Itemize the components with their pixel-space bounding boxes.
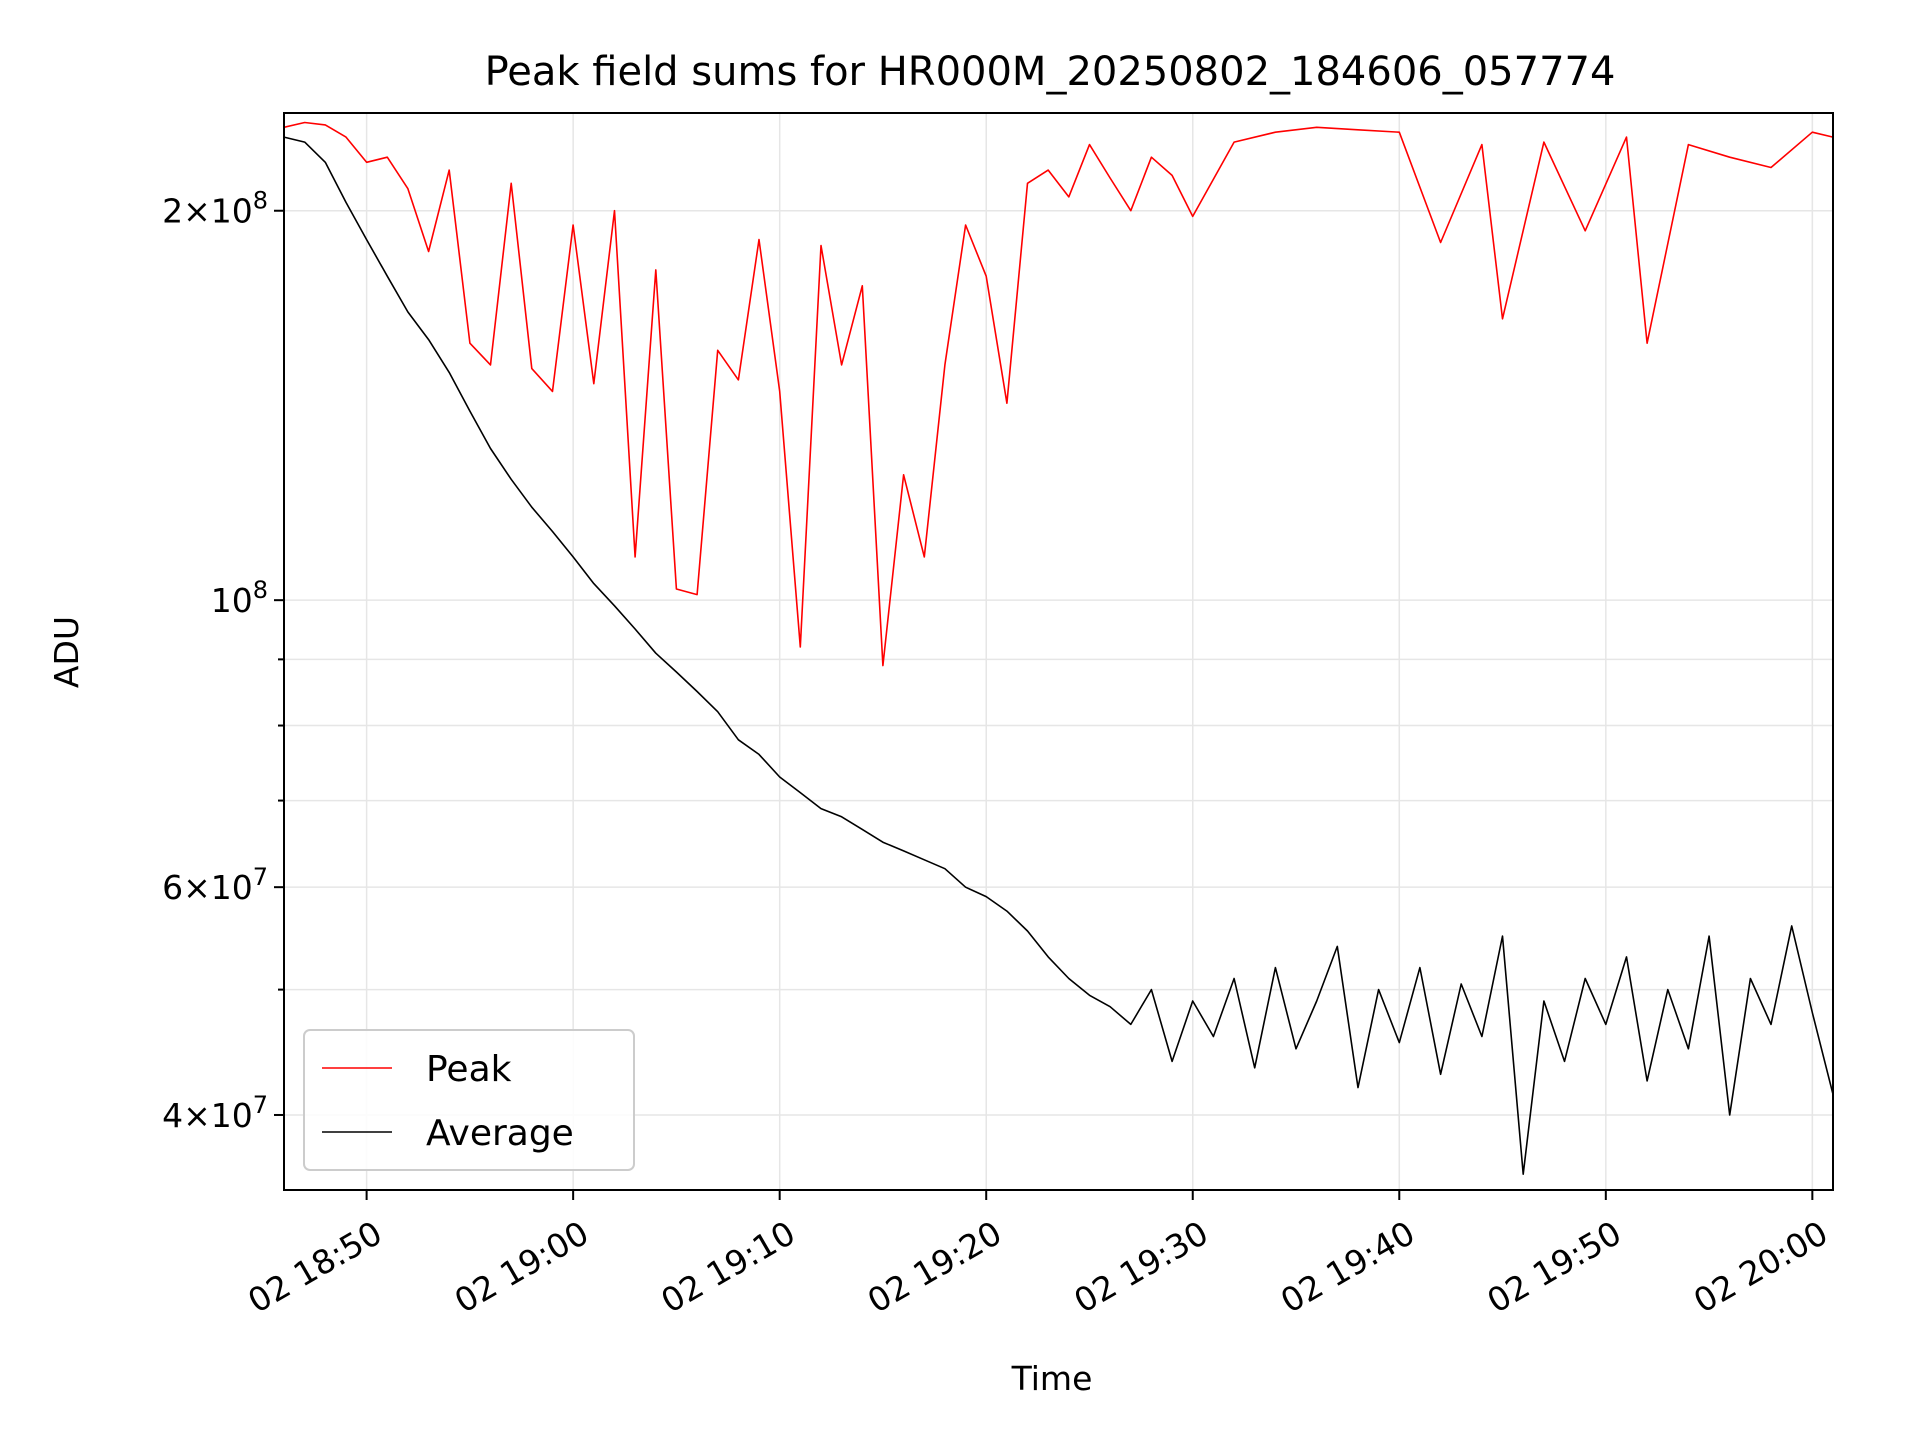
series-line-peak [283,121,1834,667]
chart-title: Peak field sums for HR000M_20250802_1846… [485,49,1616,95]
y-tick-exp: 8 [253,187,268,215]
legend-label-average: Average [426,1113,574,1154]
x-tick-label: 02 19:10 [654,1213,801,1321]
axes-frame [283,112,1834,1191]
x-tick-label: 02 19:30 [1067,1213,1214,1321]
y-tick-exp: 7 [253,1091,268,1119]
x-tick-label: 02 18:50 [241,1213,388,1321]
x-tick-label: 02 20:00 [1687,1213,1834,1321]
y-tick-label: 108 [211,576,268,620]
y-tick-label: 6×107 [162,863,268,907]
y-axis-label: ADU [47,616,86,688]
legend: Peak Average [303,1029,635,1171]
y-tick-base: 2×10 [162,192,253,231]
x-axis-label: Time [1011,1359,1093,1398]
x-axis: 02 18:50 02 19:00 02 19:10 02 19:20 02 19:30… [241,1190,1834,1321]
y-tick-base: 6×10 [162,868,253,907]
y-tick-label: 4×107 [162,1091,268,1135]
legend-label-peak: Peak [426,1049,512,1090]
grid [284,113,1833,1190]
x-tick-label: 02 19:40 [1274,1213,1421,1321]
legend-box [303,1029,635,1171]
x-tick-label: 02 19:00 [448,1213,595,1321]
y-tick-base: 10 [211,581,253,620]
y-tick-label: 2×108 [162,187,268,231]
plot-area [283,121,1834,1175]
y-tick-exp: 7 [253,863,268,891]
y-tick-base: 4×10 [162,1096,253,1135]
x-tick-label: 02 19:20 [861,1213,1008,1321]
series-line-average [283,136,1834,1175]
x-tick-label: 02 19:50 [1480,1213,1627,1321]
y-tick-exp: 8 [253,576,268,604]
